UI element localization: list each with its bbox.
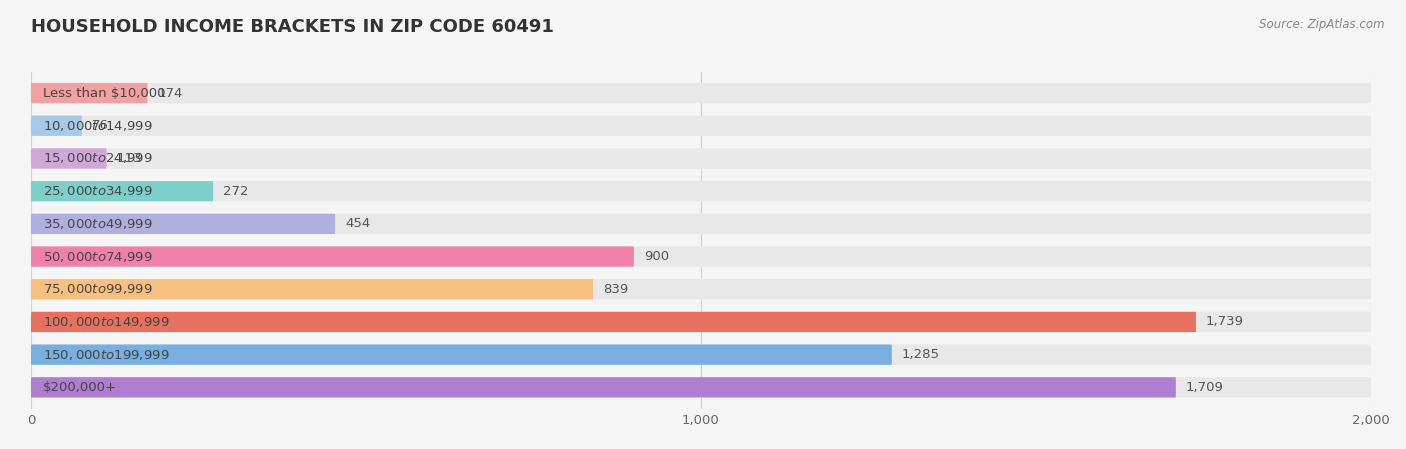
Text: $200,000+: $200,000+ [44, 381, 117, 394]
Text: $15,000 to $24,999: $15,000 to $24,999 [44, 151, 153, 166]
FancyBboxPatch shape [31, 214, 1371, 234]
Text: 839: 839 [603, 283, 628, 296]
Text: $10,000 to $14,999: $10,000 to $14,999 [44, 119, 153, 133]
FancyBboxPatch shape [31, 279, 1371, 299]
FancyBboxPatch shape [31, 344, 1371, 365]
FancyBboxPatch shape [31, 83, 1371, 103]
Text: $35,000 to $49,999: $35,000 to $49,999 [44, 217, 153, 231]
FancyBboxPatch shape [31, 116, 82, 136]
Text: $150,000 to $199,999: $150,000 to $199,999 [44, 348, 170, 361]
FancyBboxPatch shape [31, 312, 1197, 332]
Text: 900: 900 [644, 250, 669, 263]
FancyBboxPatch shape [31, 377, 1175, 397]
FancyBboxPatch shape [31, 279, 593, 299]
FancyBboxPatch shape [31, 181, 1371, 201]
FancyBboxPatch shape [31, 247, 1371, 267]
FancyBboxPatch shape [31, 247, 634, 267]
FancyBboxPatch shape [31, 181, 214, 201]
Text: 1,285: 1,285 [901, 348, 939, 361]
Text: Less than $10,000: Less than $10,000 [44, 87, 166, 100]
FancyBboxPatch shape [31, 148, 107, 169]
Text: 454: 454 [344, 217, 370, 230]
Text: $50,000 to $74,999: $50,000 to $74,999 [44, 250, 153, 264]
FancyBboxPatch shape [31, 344, 891, 365]
Text: $100,000 to $149,999: $100,000 to $149,999 [44, 315, 170, 329]
FancyBboxPatch shape [31, 83, 148, 103]
Text: 76: 76 [91, 119, 108, 132]
Text: 1,709: 1,709 [1185, 381, 1223, 394]
Text: 272: 272 [224, 185, 249, 198]
Text: 113: 113 [117, 152, 142, 165]
FancyBboxPatch shape [31, 116, 1371, 136]
Text: 1,739: 1,739 [1206, 316, 1244, 329]
FancyBboxPatch shape [31, 214, 335, 234]
FancyBboxPatch shape [31, 312, 1371, 332]
Text: $25,000 to $34,999: $25,000 to $34,999 [44, 184, 153, 198]
FancyBboxPatch shape [31, 377, 1371, 397]
FancyBboxPatch shape [31, 148, 1371, 169]
Text: 174: 174 [157, 87, 183, 100]
Text: HOUSEHOLD INCOME BRACKETS IN ZIP CODE 60491: HOUSEHOLD INCOME BRACKETS IN ZIP CODE 60… [31, 18, 554, 36]
Text: $75,000 to $99,999: $75,000 to $99,999 [44, 282, 153, 296]
Text: Source: ZipAtlas.com: Source: ZipAtlas.com [1260, 18, 1385, 31]
